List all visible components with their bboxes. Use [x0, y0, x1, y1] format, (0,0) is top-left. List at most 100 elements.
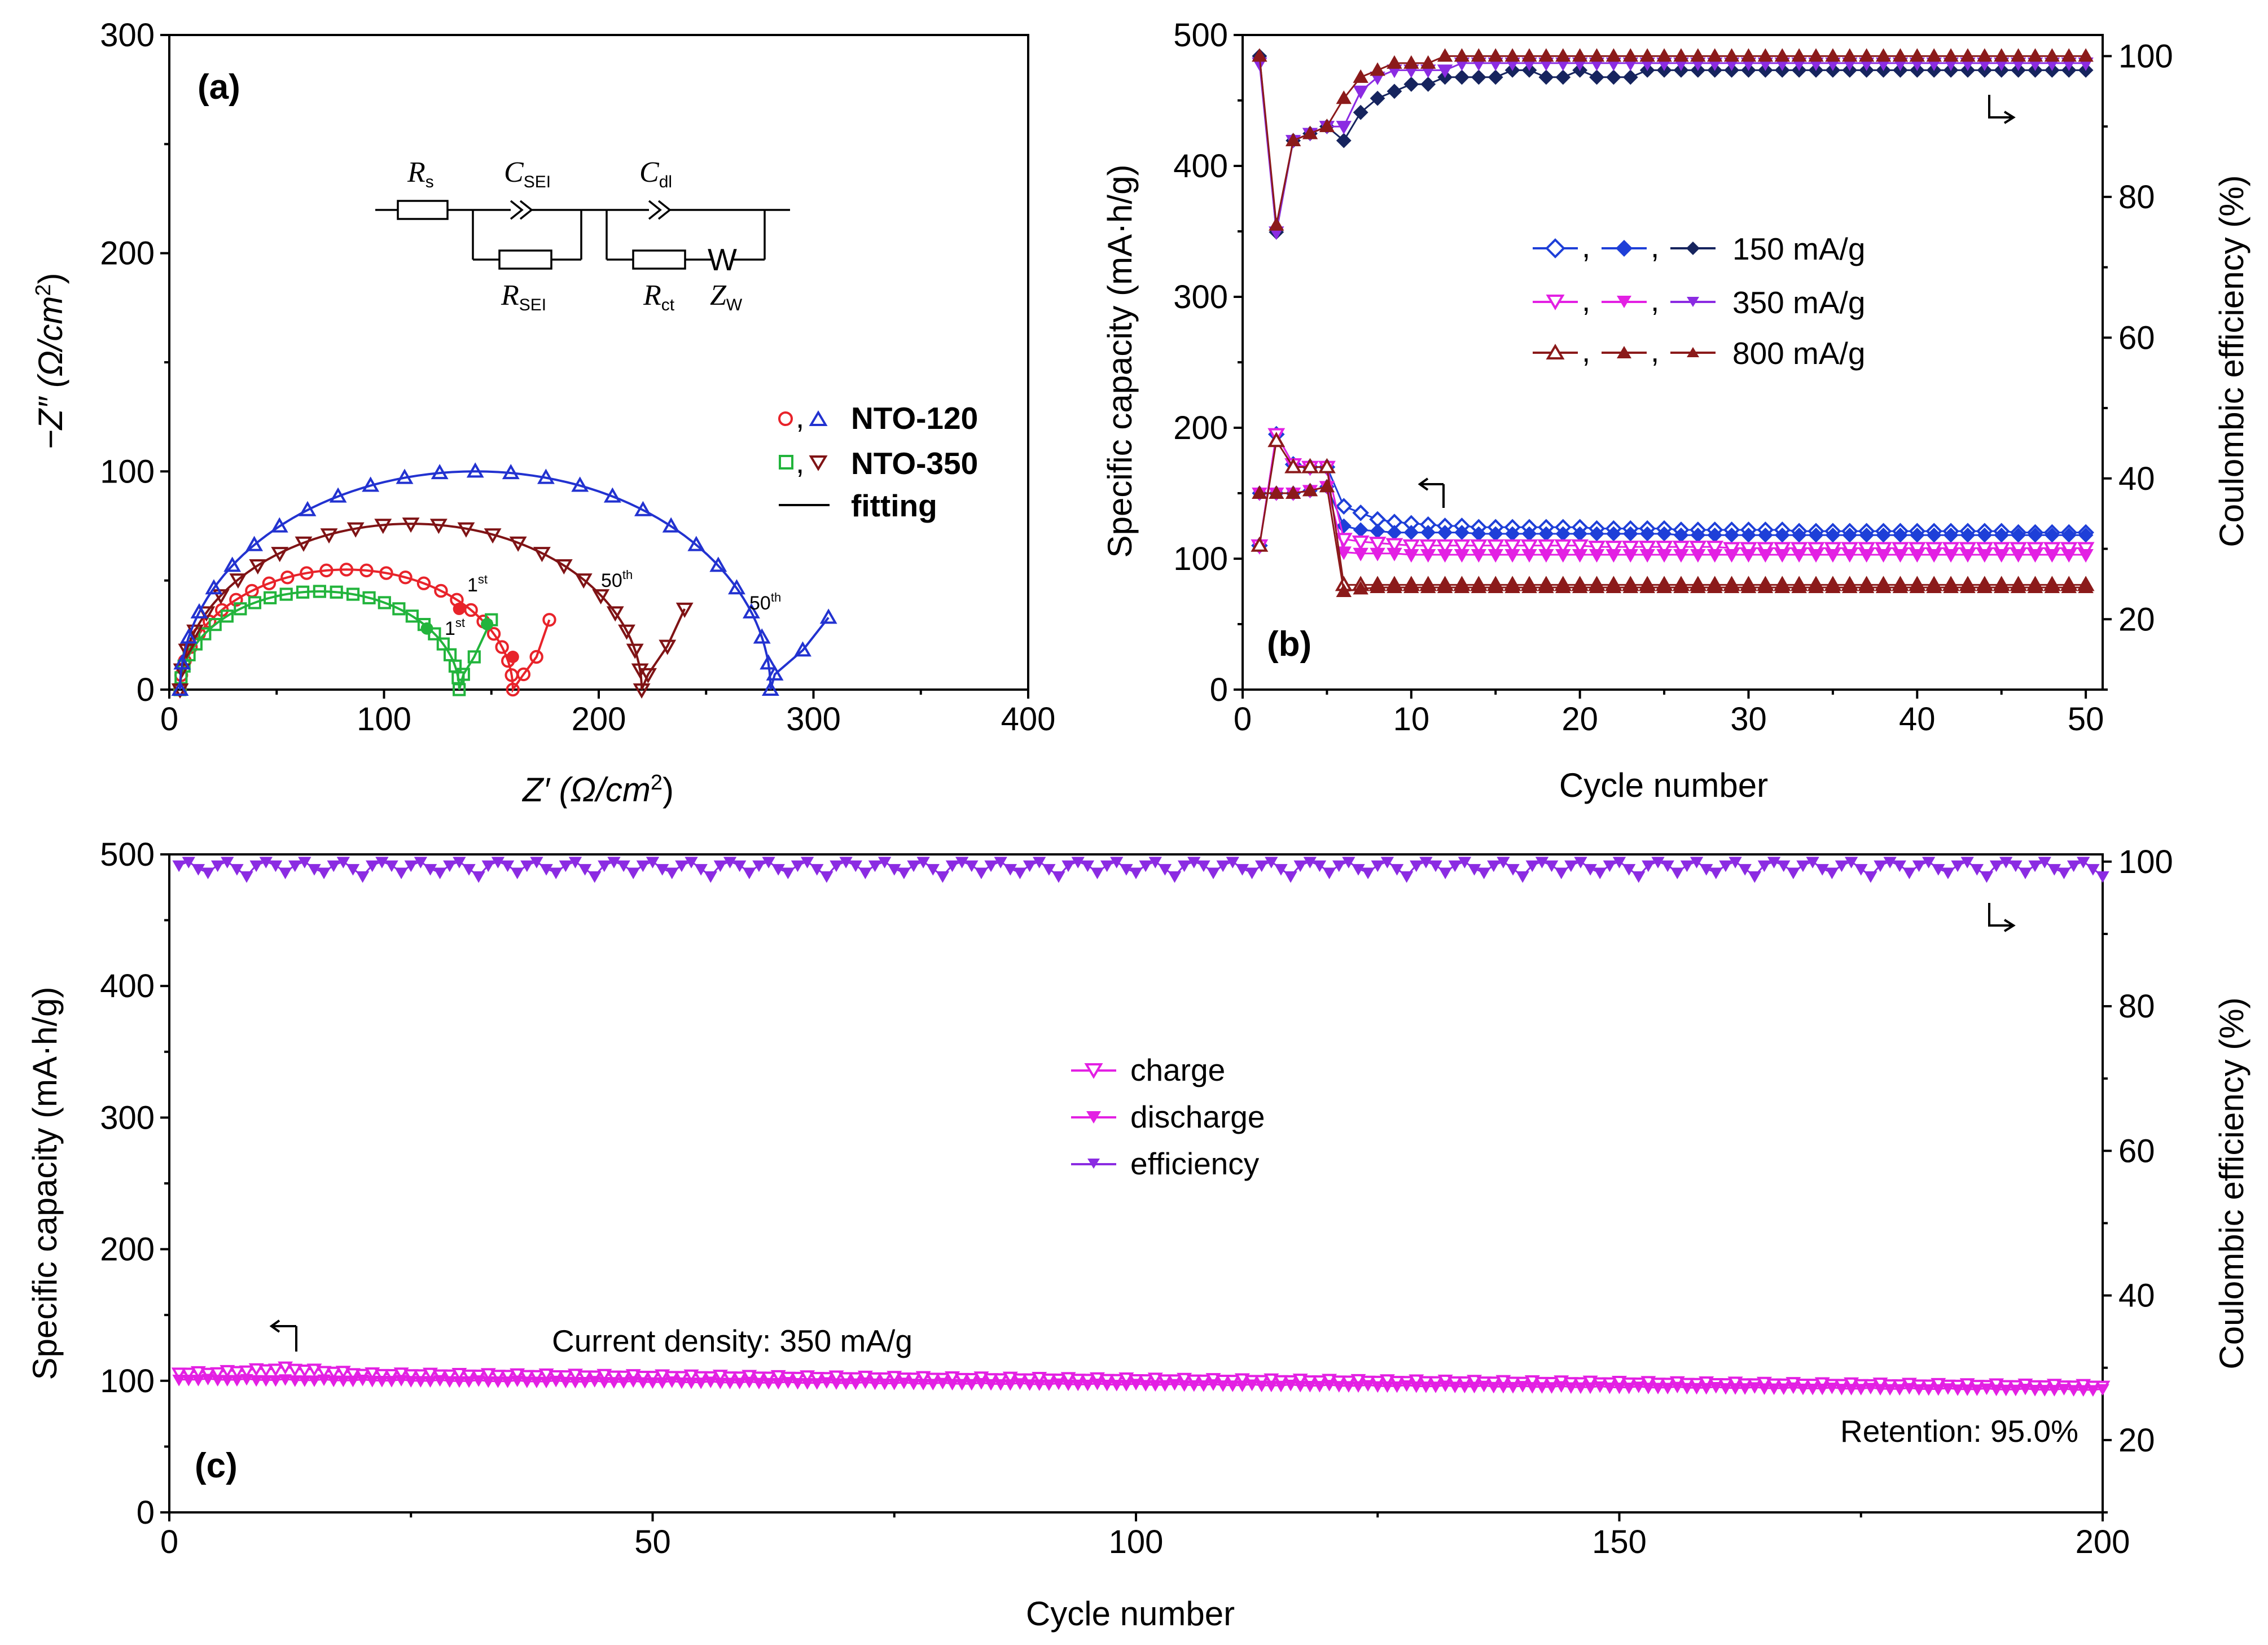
- data-point-square: [467, 650, 481, 664]
- data-point-triangle-down: [429, 519, 448, 534]
- data-point: [1488, 69, 1503, 85]
- data-point: [1876, 527, 1891, 543]
- charge-point: [1234, 1373, 1250, 1387]
- charge-point: [1612, 1376, 1627, 1389]
- data-point: [1672, 541, 1690, 556]
- discharge-point: [704, 1376, 718, 1388]
- data-point-triangle-up: [819, 608, 837, 624]
- charge-point: [297, 1364, 313, 1378]
- data-point-triangle-down: [295, 536, 313, 552]
- charge-point: [287, 1363, 303, 1378]
- efficiency-point: [1187, 857, 1201, 868]
- efficiency-point: [1342, 857, 1355, 868]
- charge-point: [1582, 1375, 1598, 1389]
- efficiency-point: [385, 860, 398, 872]
- data-point: [1352, 504, 1370, 521]
- y-tick-label: 100: [1173, 541, 1228, 577]
- charge-point: [326, 1366, 341, 1380]
- efficiency-point: [269, 860, 283, 872]
- efficiency-point: [1999, 857, 2013, 868]
- efficiency-point: [327, 860, 340, 872]
- charge-point: [181, 1367, 196, 1381]
- charge-point: [442, 1369, 458, 1383]
- discharge-point: [1787, 1382, 1800, 1394]
- efficiency-point: [665, 867, 679, 880]
- charge-point: [790, 1371, 805, 1385]
- discharge-point: [317, 1374, 331, 1387]
- data-point: [1454, 580, 1470, 594]
- charge-point: [1699, 1376, 1714, 1390]
- charge-point: [1147, 1372, 1163, 1386]
- efficiency-point: [713, 860, 727, 872]
- data-point: [1420, 76, 1436, 92]
- data-point-triangle-down: [639, 668, 657, 683]
- efficiency-point: [1148, 857, 1162, 868]
- discharge-point: [1583, 1382, 1597, 1394]
- charge-point: [1264, 1373, 1279, 1387]
- data-point-circle: [229, 593, 243, 607]
- charge-point: [210, 1367, 226, 1381]
- data-point: [1891, 542, 1909, 558]
- discharge-point: [955, 1379, 969, 1391]
- x-tick-label: 30: [1730, 701, 1767, 738]
- data-point-triangle-down: [346, 522, 365, 538]
- data-point: [1724, 527, 1740, 543]
- efficiency-point: [1207, 867, 1220, 880]
- efficiency-point: [1032, 857, 1046, 868]
- y-tick-label: 300: [1173, 279, 1228, 315]
- data-point-circle: [300, 566, 314, 580]
- discharge-point: [1419, 1381, 1433, 1393]
- discharge-point: [1168, 1379, 1182, 1391]
- data-point: [1605, 69, 1621, 85]
- charge-point: [568, 1368, 583, 1382]
- annotation-nto350-1st: 1st: [445, 616, 465, 639]
- data-point: [1521, 48, 1537, 62]
- efficiency-point: [549, 867, 563, 880]
- discharge-point: [172, 1375, 186, 1387]
- discharge-point: [2077, 1385, 2090, 1397]
- data-point-triangle-down: [229, 573, 247, 589]
- data-point: [1403, 549, 1419, 563]
- efficiency-point: [888, 864, 901, 876]
- legend-a-nto350: NTO-350: [851, 446, 978, 481]
- efficiency-point: [810, 864, 824, 876]
- data-point: [1471, 549, 1487, 563]
- charge-point: [2076, 1379, 2091, 1393]
- efficiency-point: [1699, 864, 1713, 876]
- data-point: [1469, 539, 1488, 555]
- efficiency-point: [2077, 857, 2090, 868]
- panel-c-legend: charge discharge efficiency: [1071, 1052, 1265, 1181]
- charge-point: [451, 1368, 467, 1381]
- circuit-rct-label: Rct: [643, 279, 675, 314]
- data-point: [1757, 549, 1774, 563]
- discharge-point: [443, 1376, 457, 1388]
- x-tick-label: 0: [1234, 701, 1252, 738]
- data-point: [1353, 547, 1368, 562]
- data-point: [1622, 549, 1639, 563]
- discharge-point: [1632, 1381, 1646, 1393]
- charge-point: [655, 1369, 670, 1383]
- charge-point: [1727, 1376, 1743, 1390]
- data-point-triangle-down: [659, 639, 677, 655]
- discharge-point: [975, 1378, 988, 1390]
- charge-point: [770, 1370, 786, 1384]
- data-point: [1926, 549, 1942, 563]
- data-point-square: [392, 602, 406, 616]
- y-tick-label: 300: [100, 17, 155, 54]
- x-tick-label: 20: [1561, 701, 1598, 738]
- efficiency-point: [472, 871, 485, 883]
- data-point: [1774, 549, 1790, 563]
- charge-point: [374, 1368, 390, 1383]
- data-point: [1420, 55, 1436, 69]
- data-point: [1740, 542, 1757, 558]
- discharge-point: [1525, 1382, 1539, 1394]
- discharge-point: [868, 1378, 882, 1390]
- data-point: [1773, 542, 1791, 558]
- legend-a-fitting: fitting: [851, 488, 937, 523]
- discharge-point: [1177, 1380, 1191, 1392]
- data-point: [2028, 527, 2043, 543]
- data-point: [1790, 542, 1808, 558]
- efficiency-point: [201, 867, 215, 880]
- discharge-point: [578, 1376, 592, 1389]
- charge-point: [345, 1368, 361, 1381]
